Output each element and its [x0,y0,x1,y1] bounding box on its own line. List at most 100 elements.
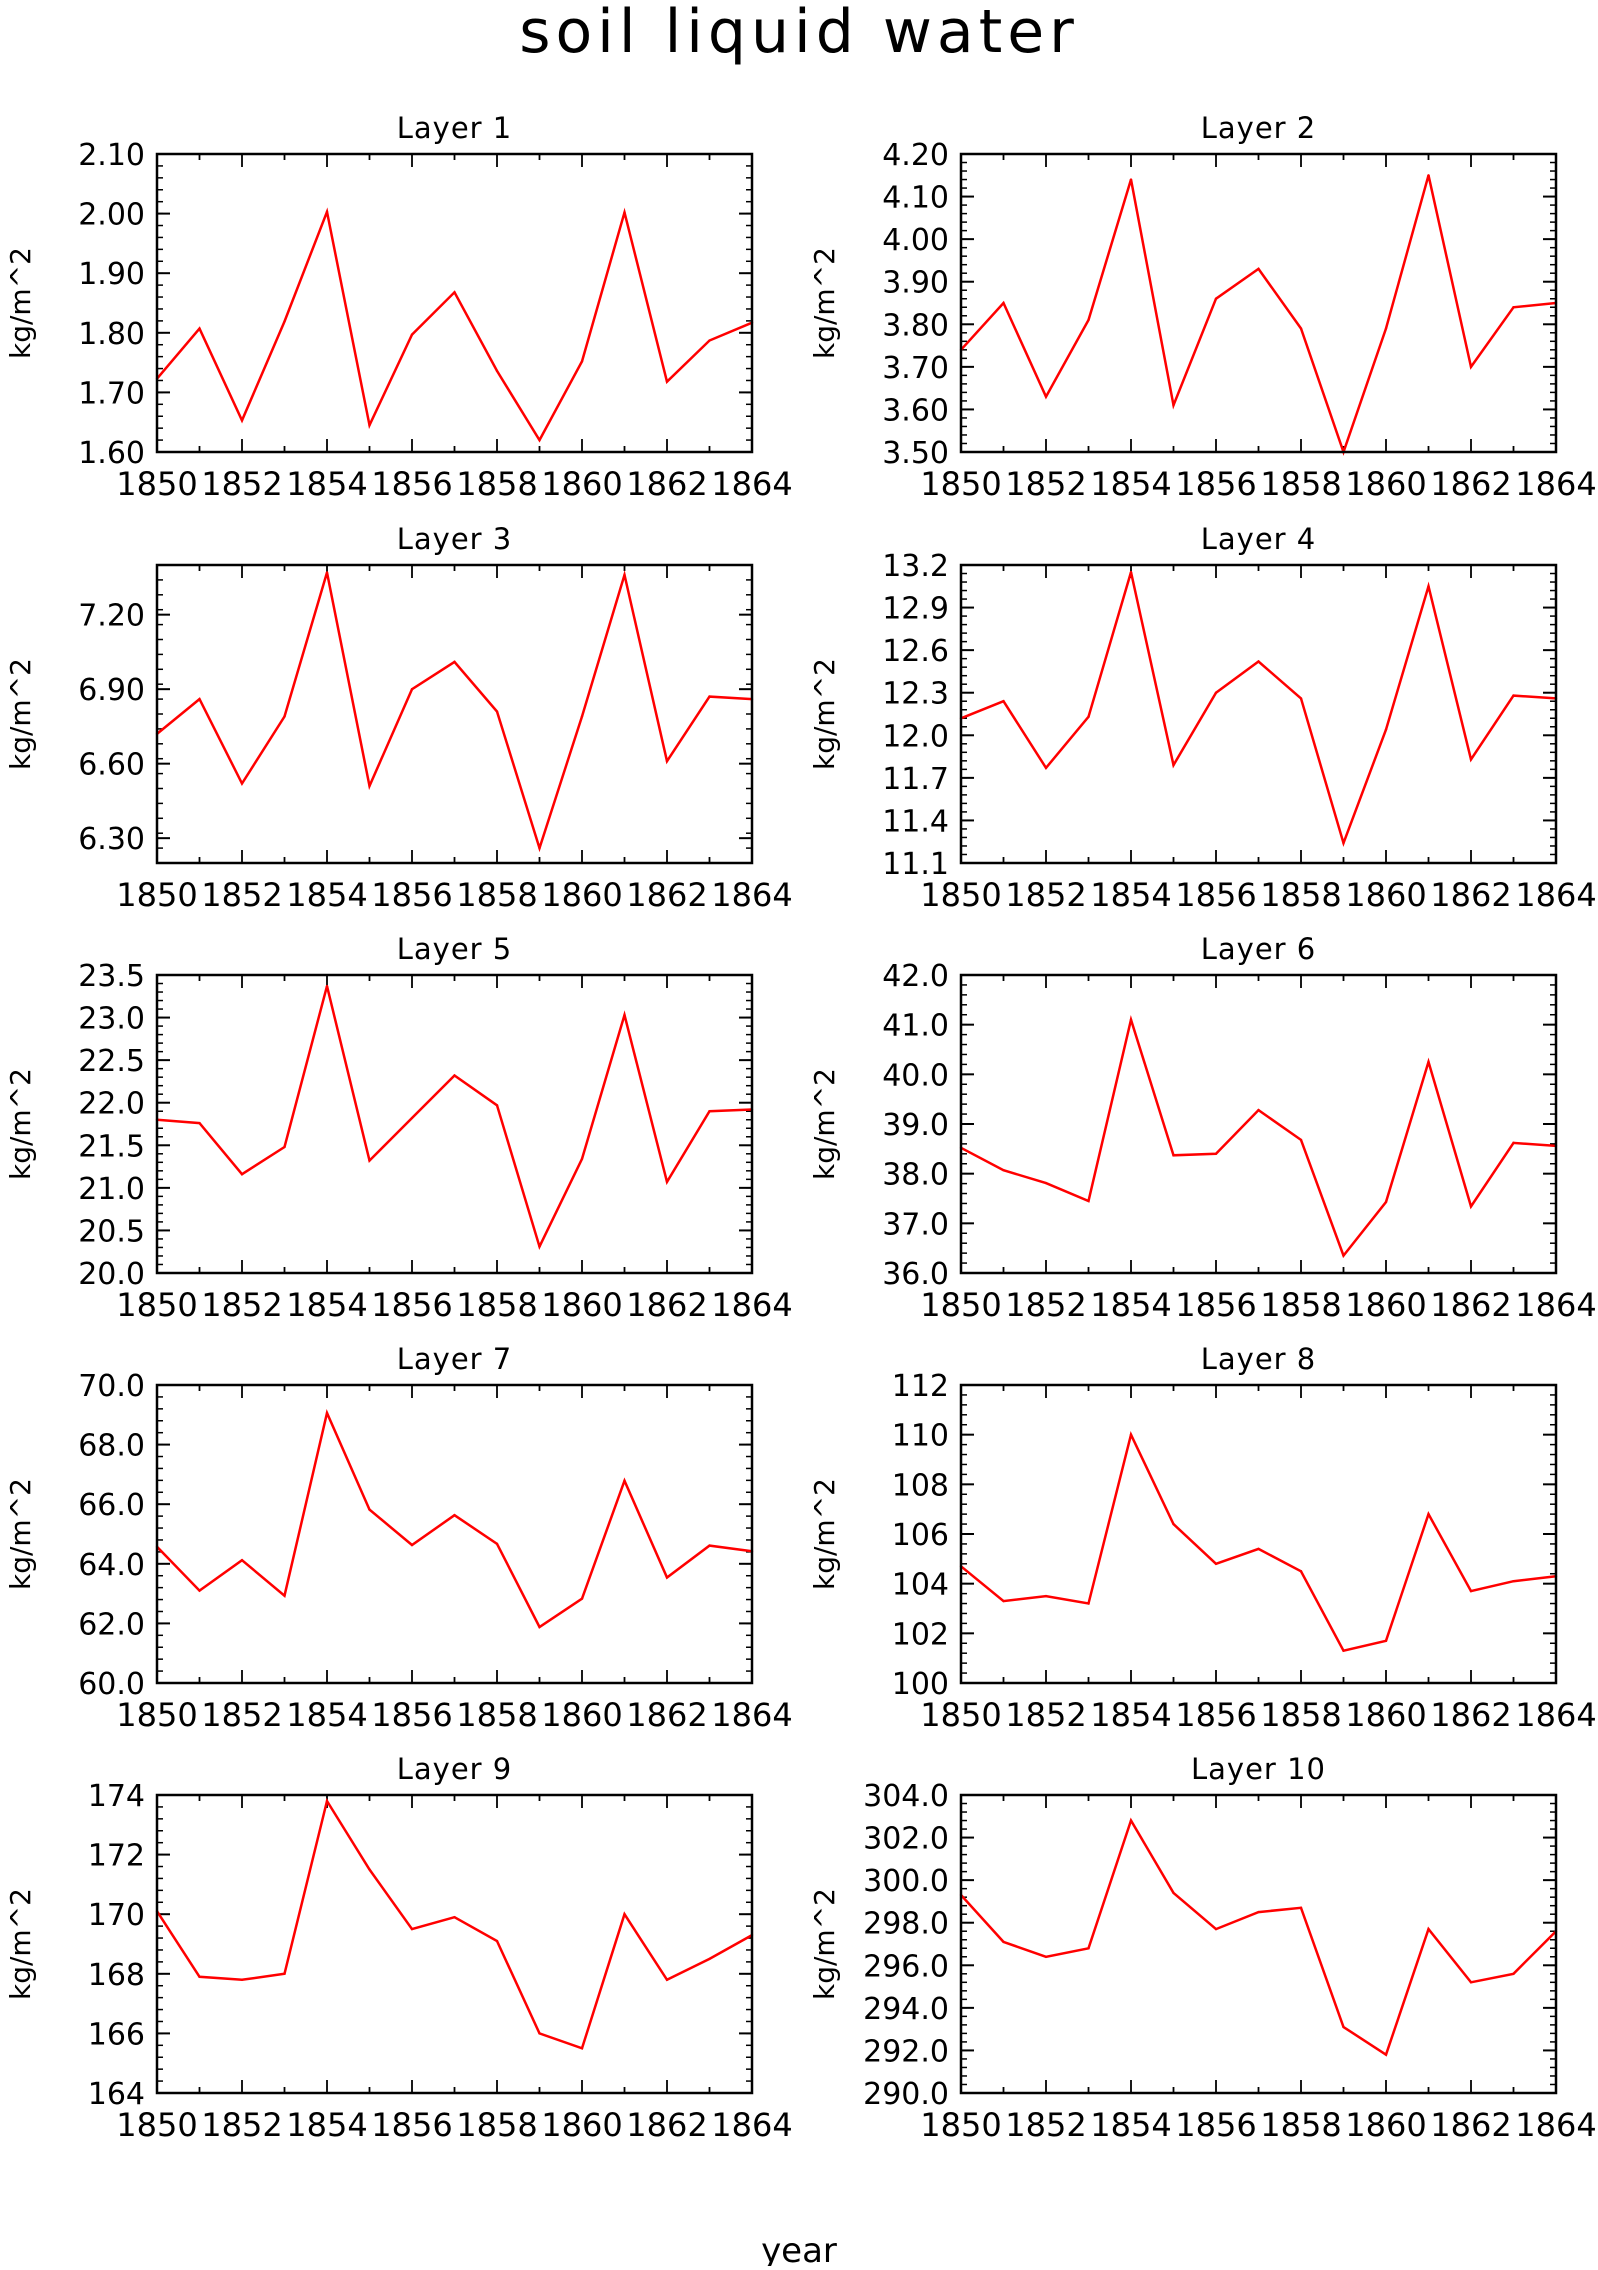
plot-frame [959,1793,1558,2095]
data-point [410,333,414,336]
x-tick-label: 1850 [920,876,1001,914]
x-tick-label: 1858 [1260,2106,1341,2144]
y-tick-label: 6.90 [78,673,145,708]
y-tick-label: 4.00 [882,223,949,258]
x-tick-label: 1856 [371,876,452,914]
data-point [1044,1181,1048,1185]
data-point [1512,694,1515,697]
data-point [1214,1927,1218,1931]
y-tick-label: 62.0 [78,1607,145,1642]
data-point [495,1104,499,1107]
y-tick-label: 294.0 [863,1992,949,2027]
data-point [495,710,499,713]
x-tick-label: 1862 [626,465,707,503]
x-tick-label: 1850 [920,1696,1001,1734]
data-point [410,687,414,691]
x-tick-label: 1862 [1430,1286,1511,1324]
x-tick-label: 1864 [711,1286,792,1324]
y-tick-label: 64.0 [78,1548,145,1583]
x-tick-label: 1864 [711,465,792,503]
data-point [1257,660,1260,663]
figure-title: soil liquid water [519,0,1079,67]
y-tick-label: 300.0 [863,1864,949,1899]
y-tick-label: 106 [892,1518,949,1553]
data-point [538,2032,541,2035]
panel-title: Layer 1 [397,111,513,145]
y-tick-label: 302.0 [863,1822,949,1857]
data-point [1044,1955,1048,1958]
data-point [1469,365,1473,369]
x-tick-label: 1864 [1515,876,1596,914]
y-axis-label: kg/m^2 [808,247,841,359]
data-point [1214,297,1218,300]
data-point [368,1508,371,1511]
data-point [1512,1972,1515,1976]
data-point [1044,766,1048,770]
y-tick-label: 6.30 [78,822,145,857]
series-line [960,1431,1557,1653]
x-tick-label: 1858 [456,1286,537,1324]
y-axis-label: kg/m^2 [4,658,37,770]
plot-frame [959,973,1558,1275]
y-tick-label: 3.50 [882,436,949,471]
plot-frame [155,1383,754,1685]
data-point [1512,1141,1515,1145]
x-tick-label: 1850 [920,465,1001,503]
data-point [580,1597,584,1600]
data-point [240,1173,244,1176]
y-tick-label: 104 [892,1568,949,1603]
data-point [1384,2053,1388,2056]
data-point [665,759,669,763]
data-point [1257,1547,1260,1551]
data-point [1384,1200,1388,1204]
x-tick-label: 1860 [1345,2106,1426,2144]
data-point [198,1589,201,1592]
y-tick-label: 37.0 [882,1207,949,1242]
x-tick-label: 1862 [626,1286,707,1324]
x-tick-label: 1856 [371,1696,452,1734]
data-point [1384,1639,1388,1642]
data-point [1384,728,1388,731]
y-axis-label: kg/m^2 [808,1888,841,2000]
data-point [708,695,711,698]
y-tick-label: 172 [88,1839,145,1874]
data-point [453,291,456,294]
x-tick-label: 1850 [116,1286,197,1324]
y-tick-label: 166 [88,2017,145,2052]
data-point [1129,570,1133,574]
x-tick-label: 1856 [371,1286,452,1324]
data-point [283,1594,286,1597]
x-tick-label: 1852 [1005,465,1086,503]
y-tick-label: 20.5 [78,1214,145,1249]
data-point [410,1543,414,1547]
x-tick-label: 1850 [116,1696,197,1734]
x-tick-label: 1860 [1345,876,1426,914]
data-point [368,1868,371,1871]
x-tick-label: 1860 [541,876,622,914]
y-tick-label: 3.90 [882,266,949,301]
x-tick-label: 1854 [286,2106,367,2144]
y-tick-label: 42.0 [882,959,949,994]
data-point [1002,1599,1005,1603]
panel-title: Layer 10 [1191,1752,1326,1786]
x-tick-label: 1860 [541,2106,622,2144]
y-tick-label: 1.60 [78,436,145,471]
x-tick-label: 1852 [201,876,282,914]
x-tick-label: 1858 [1260,876,1341,914]
data-point [708,339,711,342]
series-line [155,1797,753,2050]
data-point [665,1576,669,1579]
chart-panel-layer-4: Layer 4 kg/m^2 11.1 11.4 11.7 12.0 12.3 12.6 12.… [808,522,1597,914]
y-tick-label: 3.70 [882,351,949,386]
y-tick-label: 22.5 [78,1044,145,1079]
series-line [156,207,753,443]
series-line [960,1817,1557,2057]
data-point [453,660,456,664]
y-tick-label: 22.0 [78,1087,145,1122]
data-point [1427,1512,1430,1516]
data-point [1469,1981,1473,1984]
data-point [453,1514,456,1517]
data-point [198,1121,201,1125]
